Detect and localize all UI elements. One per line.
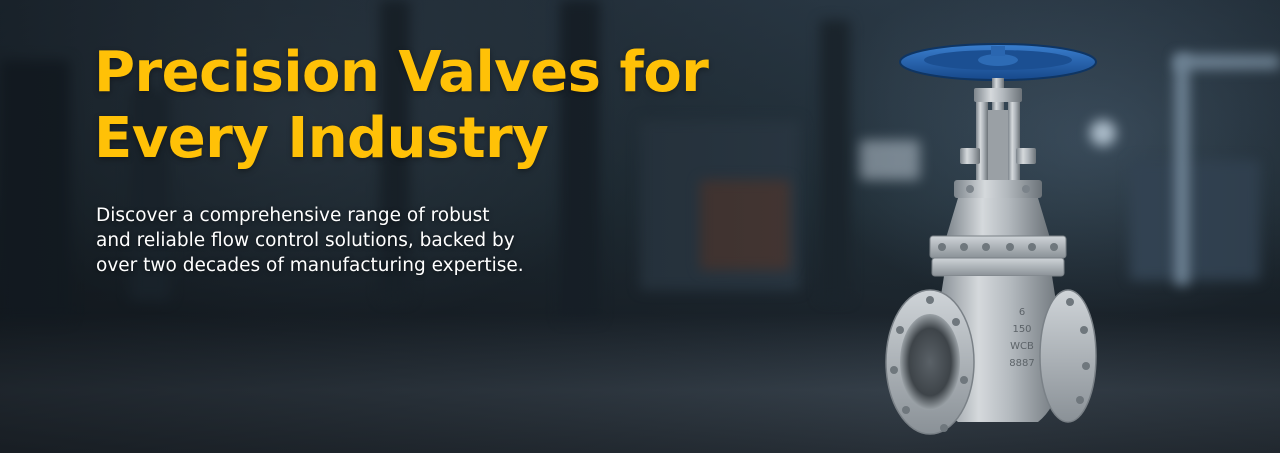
valve-markings: 6 150 WCB 8887 [1009,307,1034,369]
gate-valve-image: 6 150 WCB 8887 [885,43,1097,435]
valve-body [885,276,1097,435]
headline-line-2: Every Industry [94,106,549,171]
headline-line-1: Precision Valves for [94,40,709,105]
valve-yoke [954,78,1042,198]
subtext-line-1: Discover a comprehensive range of robust [96,205,490,226]
subtext-line-3: over two decades of manufacturing expert… [96,255,524,276]
valve-bonnet [929,198,1067,277]
subtext-line-2: and reliable flow control solutions, bac… [96,230,515,251]
marking-material: WCB [1010,341,1034,352]
marking-size: 6 [1019,307,1025,318]
hero-headline: Precision Valves for Every Industry [94,40,854,172]
hero-subtext: Discover a comprehensive range of robust… [96,203,656,278]
handwheel [899,43,1097,81]
marking-class: 150 [1012,324,1031,335]
marking-code: 8887 [1009,358,1034,369]
